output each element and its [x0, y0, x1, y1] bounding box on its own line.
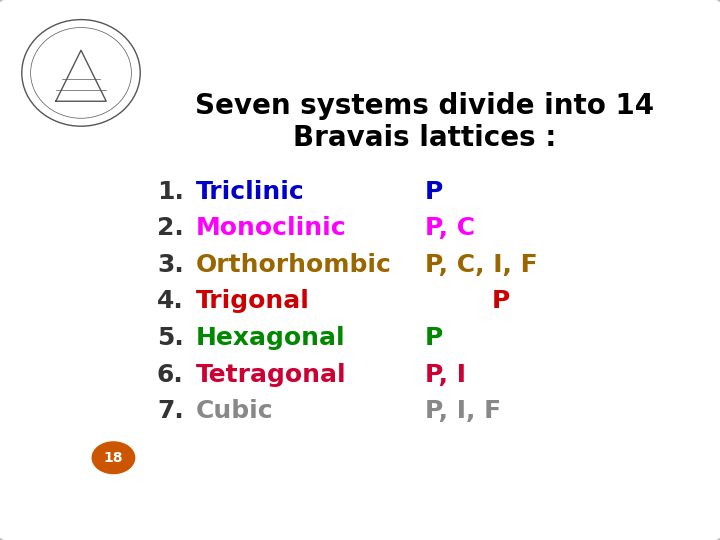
Text: P, C, I, F: P, C, I, F [425, 253, 537, 277]
Text: 6.: 6. [157, 362, 184, 387]
Text: P, I: P, I [425, 362, 466, 387]
Circle shape [92, 442, 135, 474]
Text: Orthorhombic: Orthorhombic [196, 253, 392, 277]
Text: Tetragonal: Tetragonal [196, 362, 346, 387]
Text: Hexagonal: Hexagonal [196, 326, 346, 350]
Text: P, C: P, C [425, 216, 475, 240]
Text: P: P [425, 326, 443, 350]
Text: 2.: 2. [157, 216, 184, 240]
Text: P: P [492, 289, 510, 313]
Text: Seven systems divide into 14
Bravais lattices :: Seven systems divide into 14 Bravais lat… [195, 92, 654, 152]
Text: 18: 18 [104, 451, 123, 465]
Text: 1.: 1. [157, 180, 184, 204]
Text: 7.: 7. [157, 399, 184, 423]
Text: Cubic: Cubic [196, 399, 274, 423]
Text: Trigonal: Trigonal [196, 289, 310, 313]
Text: 5.: 5. [157, 326, 184, 350]
Text: 3.: 3. [157, 253, 184, 277]
Text: Monoclinic: Monoclinic [196, 216, 346, 240]
Text: Triclinic: Triclinic [196, 180, 305, 204]
Text: P: P [425, 180, 443, 204]
Text: 4.: 4. [157, 289, 184, 313]
Text: P, I, F: P, I, F [425, 399, 501, 423]
